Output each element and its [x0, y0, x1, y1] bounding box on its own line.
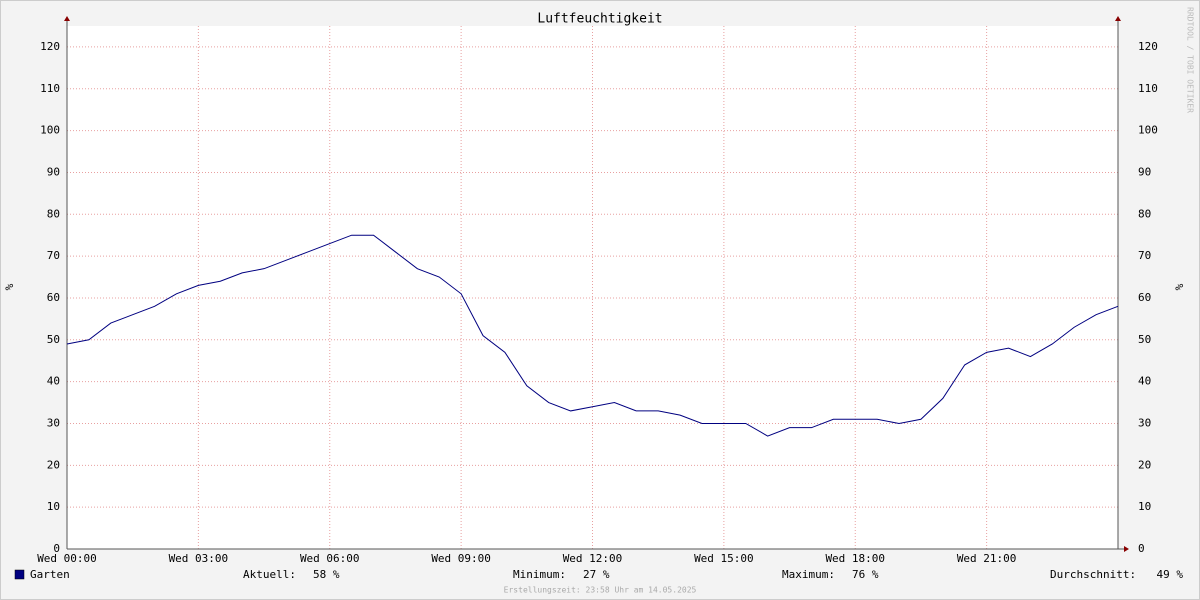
- y2-tick-label: 60: [1138, 291, 1151, 304]
- x-tick-label: Wed 00:00: [37, 552, 97, 565]
- stat-value: 49 %: [1157, 568, 1184, 581]
- x-tick-label: Wed 18:00: [825, 552, 885, 565]
- stat-value: 27 %: [583, 568, 610, 581]
- x-tick-label: Wed 03:00: [169, 552, 229, 565]
- y-tick-label: 0: [53, 542, 60, 555]
- y2-axis-label: %: [1173, 283, 1186, 290]
- y-tick-label: 120: [40, 40, 60, 53]
- stat-value: 76 %: [852, 568, 879, 581]
- y2-tick-label: 0: [1138, 542, 1145, 555]
- stat-label: Maximum:: [782, 568, 835, 581]
- footer: Erstellungszeit: 23:58 Uhr am 14.05.2025: [504, 586, 697, 595]
- y2-tick-label: 30: [1138, 416, 1151, 429]
- y-tick-label: 40: [47, 375, 60, 388]
- x-tick-label: Wed 21:00: [957, 552, 1017, 565]
- legend-label: Garten: [30, 568, 70, 581]
- x-tick-label: Wed 06:00: [300, 552, 360, 565]
- chart-title: Luftfeuchtigkeit: [537, 12, 662, 27]
- watermark: RRDTOOL / TOBI OETIKER: [1186, 7, 1195, 113]
- stat-label: Durchschnitt:: [1050, 568, 1136, 581]
- x-tick-label: Wed 15:00: [694, 552, 754, 565]
- series-line: [66, 234, 1119, 437]
- y2-tick-label: 10: [1138, 500, 1151, 513]
- y-tick-label: 90: [47, 165, 60, 178]
- y-tick-label: 10: [47, 500, 60, 513]
- x-tick-label: Wed 09:00: [431, 552, 491, 565]
- y-axis-label: %: [3, 283, 16, 290]
- y2-tick-label: 50: [1138, 333, 1151, 346]
- arrow: [1115, 16, 1121, 21]
- stat-label: Minimum:: [513, 568, 566, 581]
- x-tick-label: Wed 12:00: [563, 552, 623, 565]
- y2-tick-label: 120: [1138, 40, 1158, 53]
- y2-tick-label: 100: [1138, 124, 1158, 137]
- y-tick-label: 70: [47, 249, 60, 262]
- y-tick-label: 20: [47, 458, 60, 471]
- y2-tick-label: 20: [1138, 458, 1151, 471]
- y2-tick-label: 110: [1138, 82, 1158, 95]
- stat-value: 58 %: [313, 568, 340, 581]
- y-tick-label: 80: [47, 207, 60, 220]
- y2-tick-label: 80: [1138, 207, 1151, 220]
- stat-label: Aktuell:: [243, 568, 296, 581]
- y-tick-label: 50: [47, 333, 60, 346]
- y2-tick-label: 70: [1138, 249, 1151, 262]
- y2-tick-label: 90: [1138, 165, 1151, 178]
- y-tick-label: 60: [47, 291, 60, 304]
- y-tick-label: 30: [47, 416, 60, 429]
- arrow: [1124, 546, 1129, 552]
- y2-tick-label: 40: [1138, 375, 1151, 388]
- arrow: [64, 16, 70, 21]
- y-tick-label: 100: [40, 124, 60, 137]
- y-tick-label: 110: [40, 82, 60, 95]
- legend-swatch: [14, 569, 25, 580]
